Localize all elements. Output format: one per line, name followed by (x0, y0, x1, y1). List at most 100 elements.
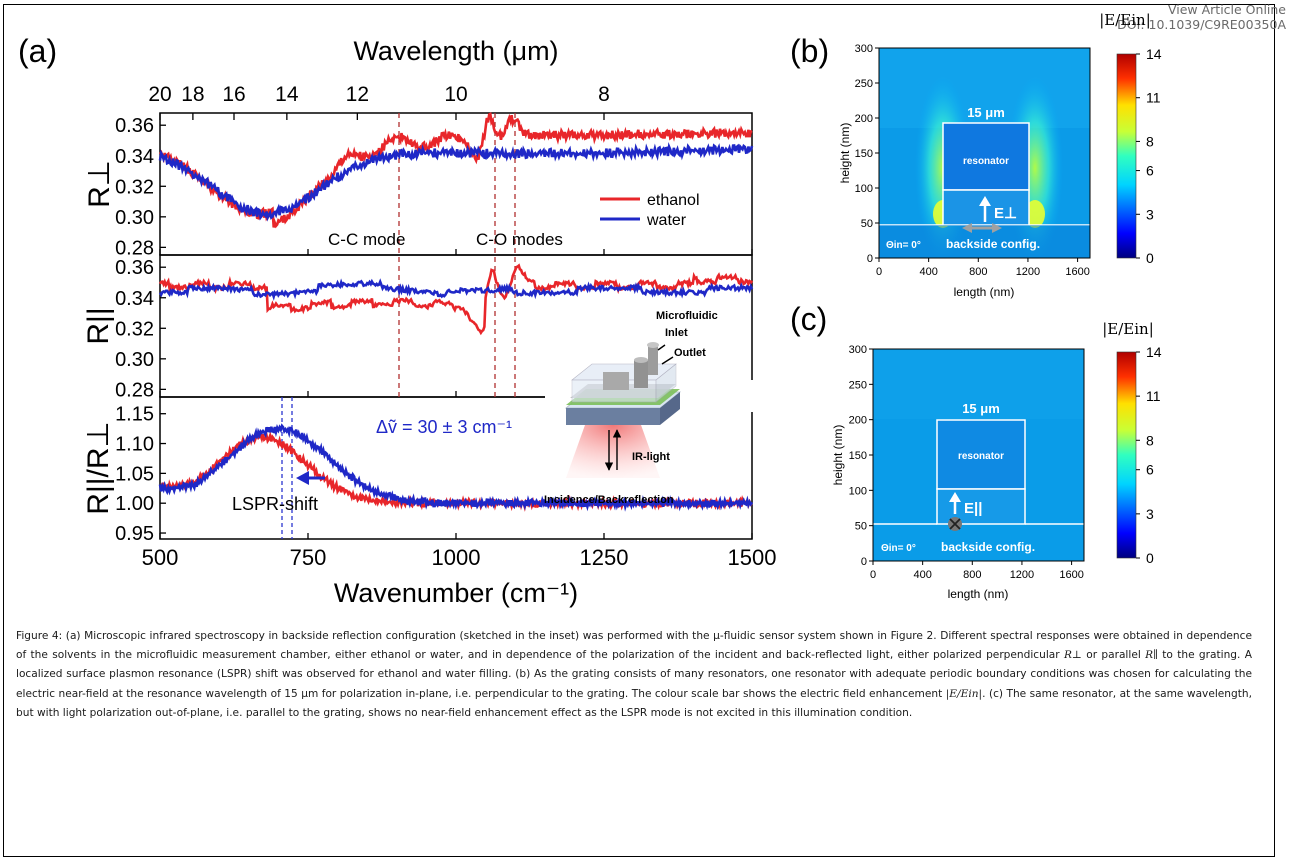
x-tick-label: 1500 (728, 545, 777, 570)
y-tick-label: 1.00 (115, 493, 154, 515)
curve-r-par-water (158, 278, 754, 301)
field-x-tick-label: 1200 (1016, 266, 1040, 278)
colorbar-tick-label: 0 (1146, 550, 1154, 566)
panel-c-label: (c) (790, 301, 827, 337)
field-x-tick-label: 800 (969, 266, 987, 278)
caption-part-4: . (c) The same resonator, at the same wa… (16, 687, 1252, 719)
y-tick-label: 1.15 (115, 404, 154, 426)
spectra-curves (158, 112, 754, 512)
caption-eein: |E/Ein| (945, 687, 983, 700)
caption-r-par: R∥ (1145, 649, 1158, 662)
field-x-tick-label: 400 (919, 266, 937, 278)
annotation-lspr-shift: LSPR-shift (232, 494, 318, 514)
doi-text: DOI: 10.1039/C9RE00350A (1117, 17, 1286, 32)
b-ylabel: height (nm) (838, 123, 852, 184)
legend-water: water (646, 212, 687, 229)
ylabel-r-perp: R⊥ (83, 160, 116, 208)
inset-inlet: Inlet (665, 327, 688, 339)
c-resonator-label: resonator (958, 451, 1004, 462)
axes-c: 0 400 800 1200 1600 0 50 100 150 200 250 300 (849, 344, 1084, 581)
y-tick-label: 0.32 (115, 176, 154, 198)
field-y-tick-label: 200 (849, 415, 867, 427)
c-width-label: 15 μm (962, 401, 1000, 416)
c-field-label: E|| (964, 500, 982, 517)
inset-microfluidic: Microfluidic (656, 310, 718, 322)
caption-part-2: or parallel (1086, 649, 1141, 662)
b-colorbar-title: |E/Ein| (1099, 11, 1151, 29)
y-tick-label: 0.36 (115, 115, 154, 137)
ylabel-ratio: R||/R⊥ (82, 421, 115, 514)
y-tick-label: 1.05 (115, 463, 154, 485)
annotation-delta-v: Δṽ = 30 ± 3 cm⁻¹ (376, 417, 512, 437)
field-y-tick-label: 300 (855, 43, 873, 55)
field-y-tick-label: 300 (849, 344, 867, 356)
c-xlabel: length (nm) (948, 587, 1009, 601)
axes-b: 0 400 800 1200 1600 0 50 100 150 200 250 300 (855, 43, 1090, 278)
y-tick-label: 0.30 (115, 349, 154, 371)
colorbar-tick-label: 14 (1146, 344, 1162, 360)
curve-r-perp-water (158, 142, 754, 222)
b-resonator-label: resonator (963, 156, 1009, 167)
y-tick-label: 0.32 (115, 318, 154, 340)
top-tick-label: 20 (148, 83, 171, 106)
b-config-label: backside config. (946, 237, 1040, 251)
b-width-label: 15 μm (967, 105, 1005, 120)
figure-frame (3, 4, 1275, 857)
b-angle-label: Θin= 0° (886, 240, 921, 251)
field-x-tick-label: 400 (913, 569, 931, 581)
figure-caption: Figure 4: (a) Microscopic infrared spect… (16, 627, 1252, 723)
top-tick-label: 18 (181, 83, 204, 106)
view-article-online-link[interactable]: View Article Online (1167, 2, 1286, 17)
y-tick-label: 0.36 (115, 257, 154, 279)
y-tick-label: 0.34 (115, 288, 154, 310)
x-tick-label: 1000 (432, 545, 481, 570)
bottom-axis-title: Wavenumber (cm⁻¹) (334, 578, 578, 608)
colorbar-tick-label: 8 (1146, 432, 1154, 448)
panel-a-label: (a) (18, 33, 57, 69)
colorbar-tick-label: 0 (1146, 250, 1154, 266)
x-tick-label: 500 (142, 545, 179, 570)
figure-graphic: (a) Wavelength (μm) 20 18 16 14 12 10 8 0.360.… (18, 11, 1162, 608)
field-x-tick-label: 1600 (1065, 266, 1089, 278)
field-x-tick-label: 1200 (1010, 569, 1034, 581)
field-x-tick-label: 800 (963, 569, 981, 581)
field-y-tick-label: 50 (861, 218, 873, 230)
colorbar-tick-label: 14 (1146, 46, 1162, 62)
c-colorbar-title: |E/Ein| (1102, 320, 1154, 338)
inset-incidence: Incidence/Backreflection (544, 494, 674, 506)
y-axis-ticks: 0.360.340.320.300.280.360.340.320.300.28… (115, 115, 166, 545)
lspr-markers (281, 397, 293, 539)
field-y-tick-label: 100 (855, 183, 873, 195)
colorbar-b (1116, 53, 1137, 259)
field-y-tick-label: 150 (849, 450, 867, 462)
field-x-tick-label: 1600 (1059, 569, 1083, 581)
colorbar-tick-label: 6 (1146, 163, 1154, 179)
article-header: View Article Online DOI: 10.1039/C9RE003… (1117, 2, 1286, 32)
c-angle-label: Θin= 0° (881, 543, 916, 554)
y-tick-label: 1.10 (115, 434, 154, 456)
curve-r-par-ethanol (158, 263, 754, 336)
x-tick-label: 1250 (580, 545, 629, 570)
colorbar-tick-label: 3 (1146, 206, 1154, 222)
colorbar-c (1116, 351, 1137, 559)
caption-r-perp: R⊥ (1063, 649, 1082, 662)
y-tick-label: 0.28 (115, 379, 154, 401)
field-x-tick-label: 0 (870, 569, 876, 581)
top-tick-label: 14 (275, 83, 299, 106)
top-axis-title: Wavelength (μm) (353, 36, 558, 66)
top-tick-label: 8 (598, 83, 610, 106)
inset-outlet: Outlet (674, 347, 706, 359)
colorbar-ticks-c: 0 3 6 8 11 14 (1136, 344, 1162, 566)
curve-r-perp-ethanol (158, 112, 753, 229)
panel-b-label: (b) (790, 33, 829, 69)
y-tick-label: 0.34 (115, 146, 154, 168)
top-tick-label: 10 (444, 83, 467, 106)
annotation-cc-mode: C-C mode (328, 230, 405, 249)
field-y-tick-label: 150 (855, 148, 873, 160)
colorbar-tick-label: 3 (1146, 506, 1154, 522)
field-y-tick-label: 100 (849, 485, 867, 497)
b-xlabel: length (nm) (954, 285, 1015, 299)
colorbar-ticks-b: 0 3 6 8 11 14 (1136, 46, 1162, 266)
field-y-tick-label: 250 (855, 78, 873, 90)
mode-markers (398, 113, 516, 397)
